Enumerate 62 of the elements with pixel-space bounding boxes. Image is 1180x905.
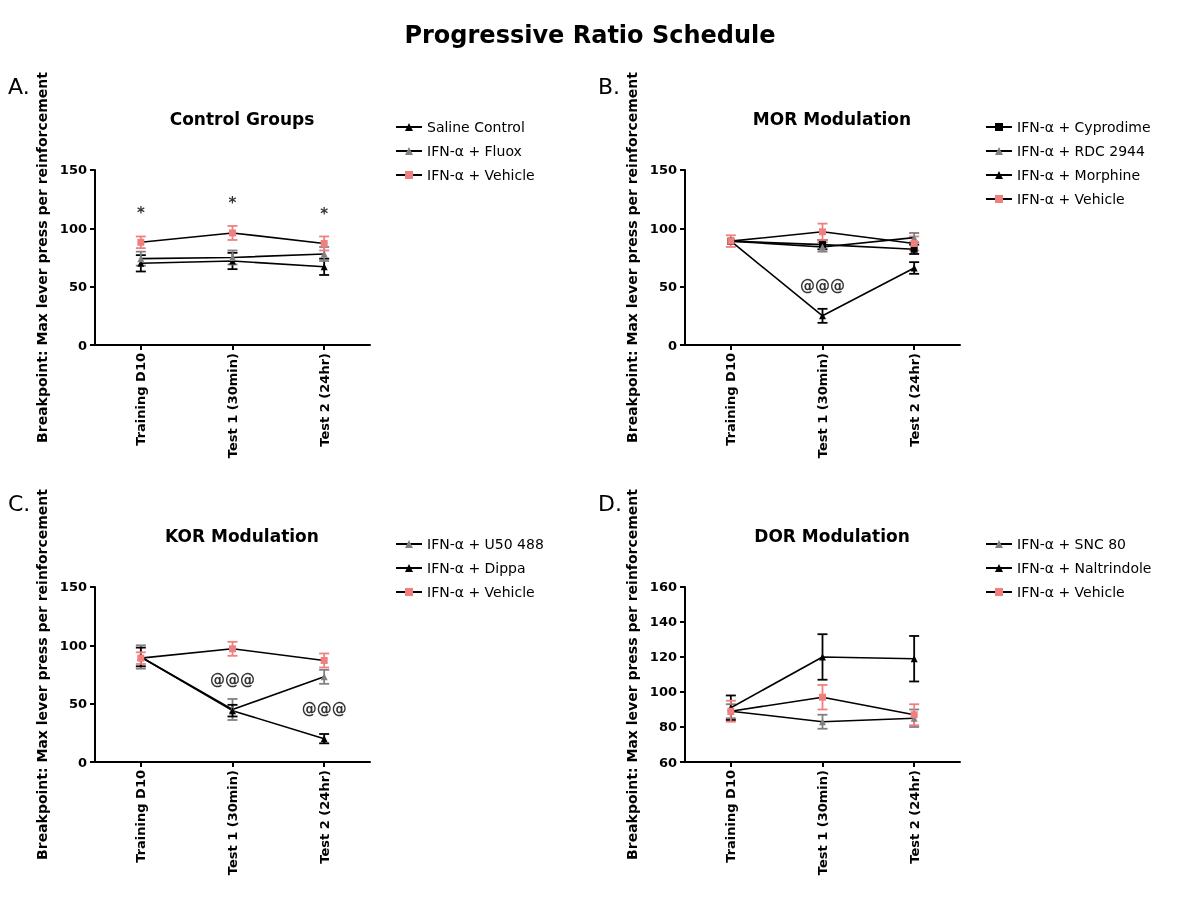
y-axis-title: Breakpoint: Max lever press per reinforcement [623, 488, 640, 860]
annotation: @@@ [800, 277, 845, 296]
legend-label: IFN-α + Fluox [427, 143, 522, 159]
y-tick-label: 0 [77, 754, 87, 770]
text: A. [8, 73, 30, 99]
chart-title: KOR Modulation [165, 525, 319, 546]
legend-label: IFN-α + SNC 80 [1017, 536, 1126, 552]
y-tick-label: 150 [649, 162, 677, 178]
y-axis-title: Breakpoint: Max lever press per reinforcement [623, 71, 640, 443]
annotation: * [320, 204, 329, 223]
x-tick-label: Test 2 (24hr) [316, 770, 332, 864]
chart-title: MOR Modulation [752, 108, 912, 129]
y-tick-label: 100 [649, 220, 677, 236]
y-tick-label: 100 [649, 684, 677, 700]
annotation: @@@ [301, 700, 347, 719]
legend-label: IFN-α + U50 488 [427, 536, 544, 552]
y-tick-label: 50 [658, 279, 677, 295]
x-tick-label: Test 2 (24hr) [906, 770, 922, 864]
chart-title: Control Groups [169, 108, 315, 129]
x-tick-label: Training D10 [723, 770, 739, 863]
y-tick-label: 140 [649, 614, 677, 630]
annotation: * [228, 194, 237, 213]
text: B. [598, 73, 621, 99]
x-tick-label: Test 2 (24hr) [906, 353, 922, 447]
x-tick-label: Test 1 (30min) [225, 353, 240, 459]
y-axis-title: Breakpoint: Max lever press per reinforcement [33, 488, 50, 860]
text: D. [598, 490, 622, 516]
legend-label: IFN-α + Vehicle [427, 167, 535, 183]
x-tick-label: Training D10 [133, 770, 149, 863]
x-tick-label: Test 1 (30min) [815, 353, 830, 459]
annotation: @@@ [210, 670, 255, 689]
y-tick-label: 100 [59, 637, 87, 653]
x-tick-label: Training D10 [723, 353, 739, 446]
y-tick-label: 0 [77, 337, 87, 353]
x-tick-label: Test 1 (30min) [225, 770, 240, 876]
x-tick-label: Test 2 (24hr) [316, 353, 332, 447]
y-tick-label: 0 [667, 337, 677, 353]
text: C. [8, 490, 31, 516]
y-tick-label: 150 [59, 162, 87, 178]
legend-label: Saline Control [427, 119, 525, 135]
annotation: * [136, 203, 145, 222]
x-tick-label: Training D10 [133, 353, 149, 446]
y-tick-label: 100 [59, 220, 87, 236]
y-tick-label: 50 [68, 696, 87, 712]
y-tick-label: 60 [658, 754, 677, 770]
legend-label: IFN-α + Vehicle [1017, 584, 1125, 600]
x-tick-label: Test 1 (30min) [815, 770, 830, 876]
y-tick-label: 150 [59, 579, 87, 595]
y-tick-label: 160 [649, 579, 677, 595]
legend-label: IFN-α + RDC 2944 [1017, 143, 1146, 159]
legend-label: IFN-α + Vehicle [1017, 191, 1125, 207]
legend-label: IFN-α + Dippa [427, 560, 526, 576]
y-tick-label: 80 [658, 719, 677, 735]
text: Progressive Ratio Schedule [404, 21, 776, 49]
legend-label: IFN-α + Morphine [1017, 167, 1141, 183]
y-tick-label: 50 [68, 279, 87, 295]
legend-label: IFN-α + Naltrindole [1017, 560, 1152, 576]
legend-label: IFN-α + Cyprodime [1017, 119, 1151, 135]
y-axis-title: Breakpoint: Max lever press per reinforcement [33, 71, 50, 443]
legend-label: IFN-α + Vehicle [427, 584, 535, 600]
y-tick-label: 120 [649, 649, 677, 665]
chart-title: DOR Modulation [754, 525, 910, 546]
